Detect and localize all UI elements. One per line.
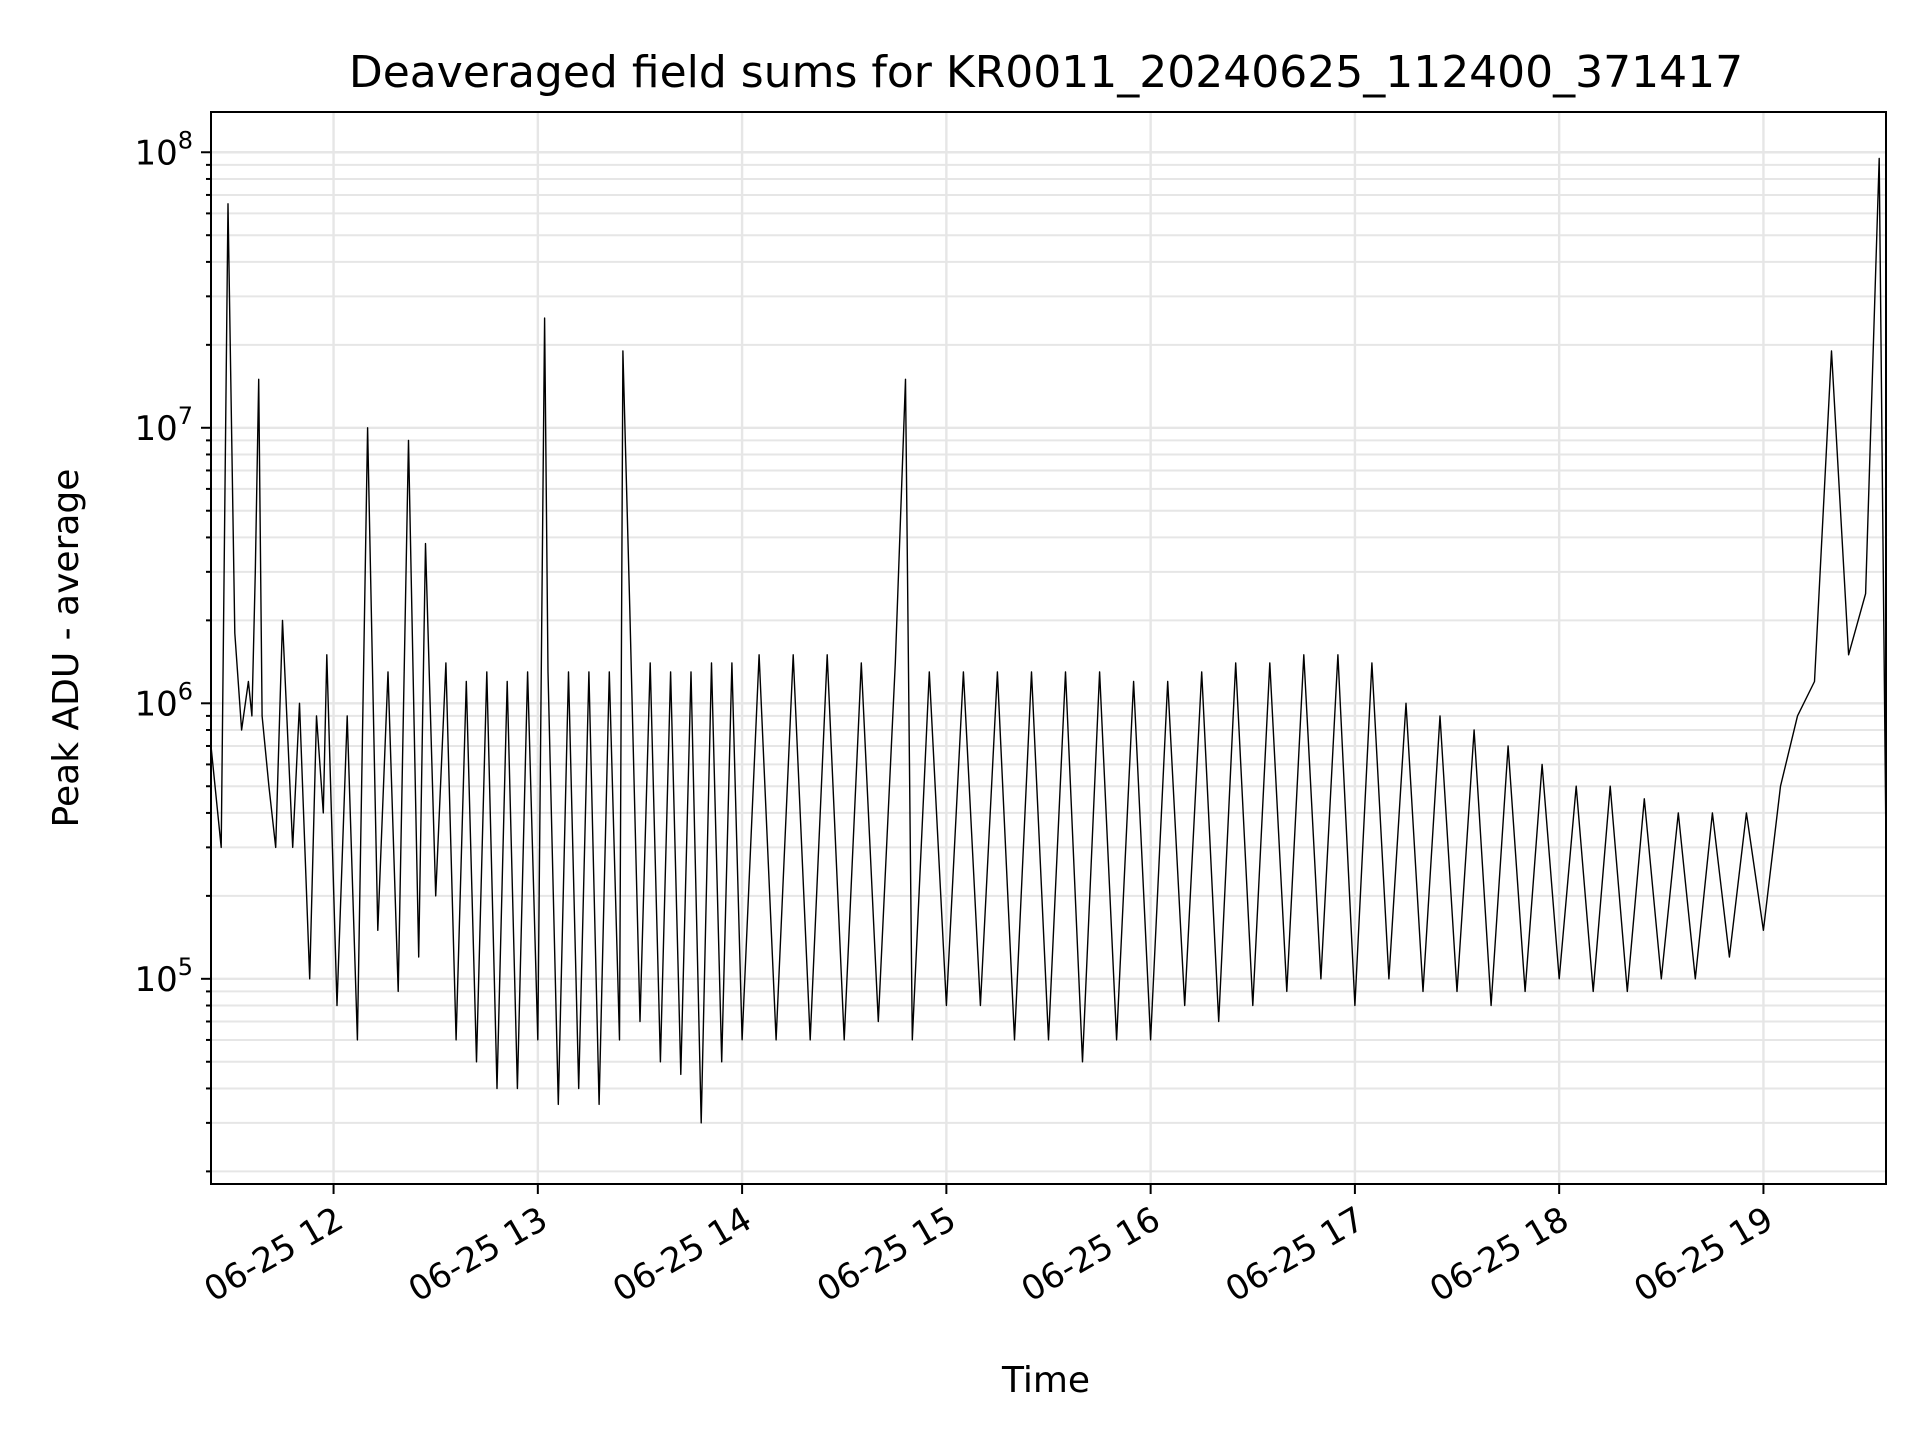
series-line <box>211 157 1886 1124</box>
y-tick-label: 107 <box>134 402 193 449</box>
x-tick-label: 06-25 13 <box>402 1199 554 1310</box>
x-tick-label: 06-25 12 <box>198 1199 350 1310</box>
x-tick-label: 06-25 18 <box>1423 1199 1575 1310</box>
x-tick-label: 06-25 15 <box>810 1199 962 1310</box>
y-tick-label: 105 <box>134 953 193 1000</box>
axis-ticks: 06-25 12 06-25 13 06-25 14 06-25 15 06-25 16… <box>134 126 1779 1310</box>
plot-frame <box>210 111 1887 1185</box>
x-tick-label: 06-25 17 <box>1219 1199 1371 1310</box>
x-axis-label: Time <box>1001 1360 1090 1401</box>
chart-title: Deaveraged field sums for KR0011_2024062… <box>349 47 1743 98</box>
grid <box>211 112 1886 1184</box>
x-tick-label: 06-25 16 <box>1015 1199 1167 1310</box>
x-tick-label: 06-25 19 <box>1628 1199 1780 1310</box>
y-axis-label: Peak ADU - average <box>46 469 87 828</box>
y-tick-label: 108 <box>134 126 193 173</box>
series-layer <box>211 157 1886 1124</box>
y-tick-label: 106 <box>134 677 193 724</box>
x-tick-label: 06-25 14 <box>606 1199 758 1310</box>
